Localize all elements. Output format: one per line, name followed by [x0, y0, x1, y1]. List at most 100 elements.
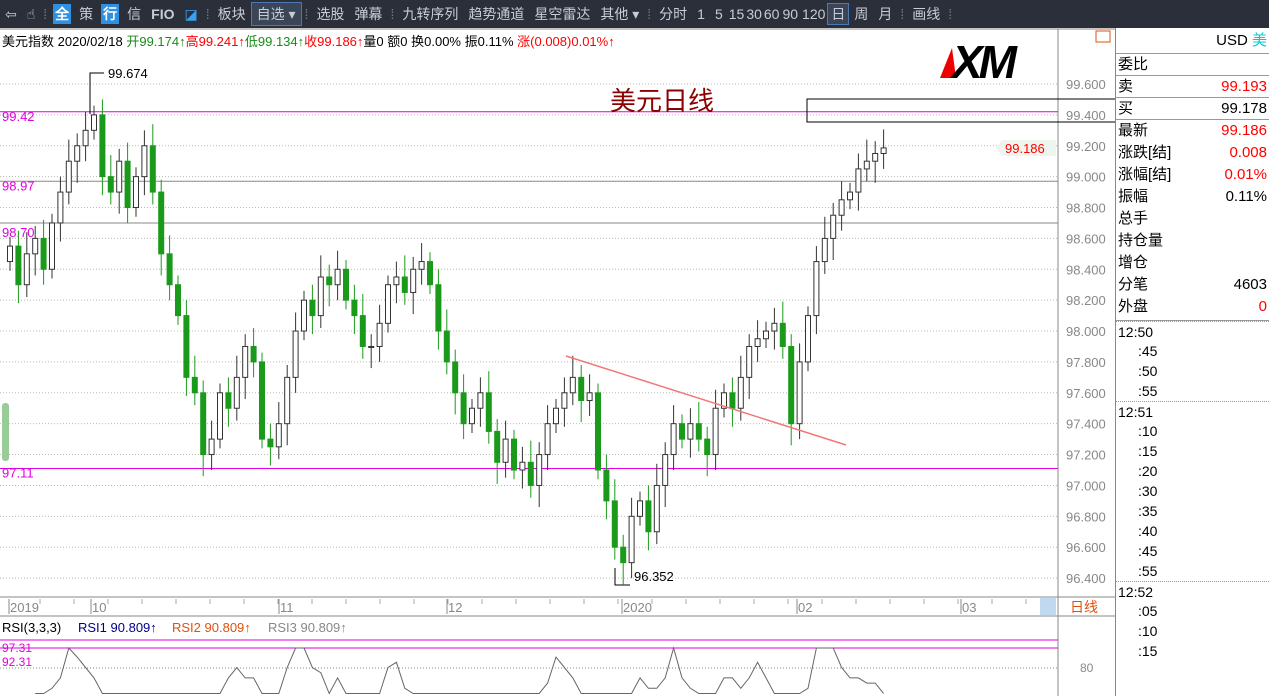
- panel-toggle-icon[interactable]: [1095, 30, 1111, 43]
- menu-sector[interactable]: 板块: [217, 6, 246, 22]
- hline-label: 98.97: [2, 178, 35, 193]
- left-scrollbar[interactable]: [2, 403, 9, 461]
- close-value: 收99.186↑: [304, 34, 364, 49]
- candle-body: [368, 345, 375, 348]
- candle-body: [427, 261, 433, 286]
- hand-icon[interactable]: ☝: [26, 5, 36, 22]
- candle-body: [519, 461, 526, 471]
- candle-body: [301, 299, 307, 332]
- date-label: 2019: [10, 600, 39, 615]
- period-60[interactable]: 60: [763, 6, 780, 22]
- candle-body: [309, 299, 316, 317]
- hline-label: 97.11: [2, 465, 34, 480]
- candle-body: [376, 322, 383, 347]
- menu-draw[interactable]: 画线: [912, 6, 941, 22]
- price-tick: 96.400: [1066, 571, 1106, 586]
- candle-body: [821, 237, 828, 263]
- candle-body: [679, 423, 685, 440]
- tick-time: :15: [1138, 443, 1158, 459]
- back-icon[interactable]: ⇦: [5, 5, 17, 22]
- badge-strategy[interactable]: 策: [79, 6, 94, 22]
- currency-code: USD: [1216, 32, 1248, 49]
- candle-body: [40, 237, 47, 270]
- rsi-level-b-label: 92.31: [2, 655, 32, 669]
- menu-danmaku[interactable]: 弹幕: [354, 6, 383, 22]
- stat-row: 总手: [1116, 208, 1269, 230]
- candle-body: [477, 392, 484, 409]
- period-30[interactable]: 30: [746, 6, 762, 22]
- candle-body: [645, 500, 652, 533]
- rsi-panel: RSI(3,3,3) RSI1 90.809↑ RSI2 90.809↑ RSI…: [0, 620, 1094, 695]
- price-tick: 98.800: [1066, 201, 1106, 216]
- badge-info[interactable]: 信: [127, 6, 142, 22]
- candle-body: [116, 160, 123, 193]
- candle-body: [628, 515, 635, 564]
- annotation-rectangle[interactable]: [806, 98, 1115, 123]
- candle-body: [99, 114, 106, 178]
- period-1[interactable]: 1: [697, 6, 705, 22]
- menu-trend-channel[interactable]: 趋势通道: [468, 6, 525, 22]
- candle-body: [779, 322, 786, 347]
- trend-line[interactable]: [565, 355, 847, 446]
- badge-f10[interactable]: FIO: [151, 6, 175, 22]
- amplitude-value: 振0.11%: [464, 34, 514, 49]
- low-marker-line: [614, 568, 630, 586]
- candle-body: [183, 315, 190, 378]
- tick-time: :50: [1138, 363, 1158, 379]
- price-tick: 98.600: [1066, 231, 1106, 246]
- row-value: 99.178: [1221, 100, 1267, 117]
- scroll-handle[interactable]: [1040, 598, 1056, 615]
- date-label: 12: [448, 600, 462, 615]
- price-grid: [0, 83, 1058, 579]
- period-intraday[interactable]: 分时: [659, 6, 688, 22]
- rsi2-value: RSI2 90.809↑: [172, 620, 251, 635]
- period-week[interactable]: 周: [854, 6, 869, 22]
- candle-body: [217, 392, 223, 440]
- price-tick: 96.800: [1066, 509, 1106, 524]
- candle-body: [292, 330, 299, 378]
- tick-time: :15: [1138, 643, 1158, 659]
- candle-body: [838, 199, 845, 216]
- menu-radar[interactable]: 星空雷达: [534, 6, 591, 22]
- price-tick: 97.000: [1066, 478, 1106, 493]
- tick-time: :40: [1138, 523, 1158, 539]
- candle-body: [267, 438, 274, 448]
- badge-all[interactable]: 全: [53, 4, 72, 24]
- candle-body: [653, 484, 660, 533]
- price-tick: 97.400: [1066, 417, 1106, 432]
- price-tick: 99.200: [1066, 139, 1106, 154]
- other-dropdown[interactable]: 其他 ▾: [600, 6, 640, 22]
- stat-label: 总手: [1118, 210, 1149, 227]
- candle-body: [23, 253, 30, 286]
- low-value: 低99.134↑: [244, 34, 305, 49]
- stat-label: 最新: [1118, 122, 1149, 139]
- candle-body: [813, 261, 820, 317]
- quote-panel: USD 美 委比 卖 99.193 买 99.178 最新 99.186 涨跌[结] 0.0…: [1115, 28, 1269, 696]
- price-axis: 99.600 99.400 99.200 99.000 98.800 98.600 98.4…: [1066, 77, 1106, 586]
- period-90[interactable]: 90: [782, 6, 799, 22]
- toolbar: ⇦ ☝ ⁞ 全 策 行 信 FIO ◪ ⁞ 板块 自选 ▾ ⁞ 选股 弹幕 ⁞ …: [0, 0, 1269, 28]
- period-5[interactable]: 5: [714, 6, 723, 22]
- date-label: 03: [962, 600, 976, 615]
- period-15[interactable]: 15: [728, 6, 745, 22]
- candle-body: [133, 176, 139, 209]
- candle-body: [687, 423, 694, 440]
- tick-time: :55: [1138, 383, 1158, 399]
- window-icon[interactable]: ◪: [184, 5, 198, 22]
- period-day[interactable]: 日: [827, 3, 850, 25]
- currency-cn: 美: [1251, 32, 1267, 49]
- menu-nine-turn[interactable]: 九转序列: [402, 6, 459, 22]
- period-month[interactable]: 月: [878, 6, 893, 22]
- date-label: 10: [92, 600, 106, 615]
- stat-value: 0: [1258, 298, 1267, 315]
- badge-quote[interactable]: 行: [101, 4, 120, 24]
- date-axis: 2019 10 11 12 2020 02 03: [8, 599, 1027, 615]
- price-tick: 97.800: [1066, 355, 1106, 370]
- period-120[interactable]: 120: [802, 6, 826, 22]
- candle-body: [561, 392, 568, 409]
- tick-time: :55: [1138, 563, 1158, 579]
- watchlist-dropdown[interactable]: 自选 ▾: [250, 2, 302, 26]
- menu-stock-picker[interactable]: 选股: [316, 6, 345, 22]
- candle-body: [754, 338, 761, 347]
